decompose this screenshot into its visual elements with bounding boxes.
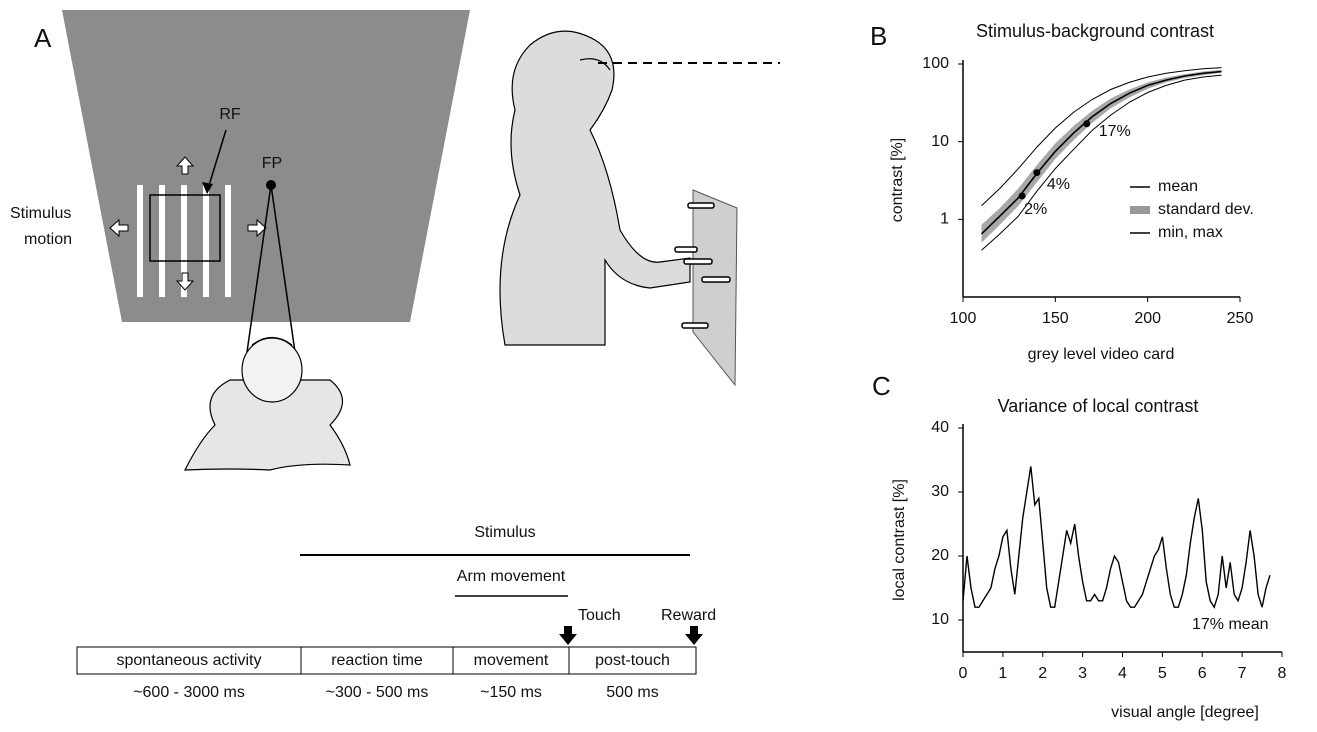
y-tick-label: 10	[931, 611, 949, 628]
x-tick-label: 0	[959, 665, 968, 682]
stimulus-motion: motion	[24, 231, 72, 248]
x-tick-label: 250	[1227, 310, 1254, 327]
x-tick-label: 2	[1038, 665, 1047, 682]
y-tick-label: 20	[931, 547, 949, 564]
annotation: 17% mean	[1192, 616, 1269, 633]
monkey-side	[500, 31, 690, 345]
point-label: 4%	[1047, 176, 1070, 193]
reward-label: Reward	[661, 607, 716, 624]
phase-duration: 500 ms	[606, 684, 658, 701]
legend-label: min, max	[1158, 224, 1223, 241]
point-label: 2%	[1024, 201, 1047, 218]
x-tick-label: 4	[1118, 665, 1127, 682]
x-axis-label: visual angle [degree]	[1111, 704, 1259, 721]
panel-label: B	[870, 21, 887, 51]
phase-duration: ~600 - 3000 ms	[133, 684, 245, 701]
reward-arrow	[685, 626, 703, 645]
y-tick-label: 40	[931, 419, 949, 436]
x-tick-label: 1	[998, 665, 1007, 682]
phase-name: movement	[474, 652, 549, 669]
x-tick-label: 5	[1158, 665, 1167, 682]
y-axis-label: contrast [%]	[889, 138, 906, 222]
rf-label: RF	[219, 106, 241, 123]
arm-movement-label: Arm movement	[457, 568, 566, 585]
panel-label: C	[872, 371, 891, 401]
x-tick-label: 7	[1238, 665, 1247, 682]
x-tick-label: 8	[1278, 665, 1287, 682]
phase-name: spontaneous activity	[117, 652, 262, 669]
x-tick-label: 6	[1198, 665, 1207, 682]
point	[1033, 169, 1040, 176]
chart-panel: B Stimulus-background contrast contrast [%…	[870, 21, 1254, 363]
chart-panel: C Variance of local contrast local contras…	[872, 371, 1287, 721]
legend-label: standard dev.	[1158, 201, 1254, 218]
x-axis-label: grey level video card	[1028, 346, 1175, 363]
touch-arrow	[559, 626, 577, 645]
x-tick-label: 200	[1134, 310, 1161, 327]
chart-title: Stimulus-background contrast	[976, 21, 1214, 41]
touch-label: Touch	[578, 607, 621, 624]
monkey-top	[185, 338, 350, 471]
figure: A RF FP Stimulus motion	[0, 0, 1317, 727]
phase-name: post-touch	[595, 652, 670, 669]
phases: spontaneous activity ~600 - 3000 ms reacti…	[77, 647, 696, 701]
touch-panel	[693, 190, 737, 385]
y-tick-label: 30	[931, 483, 949, 500]
x-tick-label: 3	[1078, 665, 1087, 682]
y-tick-label: 10	[931, 133, 949, 150]
x-tick-label: 150	[1042, 310, 1069, 327]
stimulus-motion: Stimulus	[10, 205, 71, 222]
line	[963, 466, 1270, 607]
phase-duration: ~300 - 500 ms	[326, 684, 429, 701]
panel-a: A RF FP Stimulus motion	[10, 10, 780, 701]
y-axis-label: local contrast [%]	[891, 479, 908, 601]
panel-label: A	[34, 23, 52, 53]
y-tick-label: 100	[922, 55, 949, 72]
point	[1083, 120, 1090, 127]
x-tick-label: 100	[950, 310, 977, 327]
y-tick-label: 1	[940, 211, 949, 228]
point	[1019, 192, 1026, 199]
charts: B Stimulus-background contrast contrast [%…	[870, 21, 1287, 721]
legend-label: mean	[1158, 178, 1198, 195]
fp-label: FP	[262, 155, 282, 172]
chart-title: Variance of local contrast	[998, 396, 1199, 416]
phase-name: reaction time	[331, 652, 423, 669]
stimulus-label: Stimulus	[474, 524, 535, 541]
point-label: 17%	[1099, 123, 1131, 140]
phase-duration: ~150 ms	[480, 684, 542, 701]
